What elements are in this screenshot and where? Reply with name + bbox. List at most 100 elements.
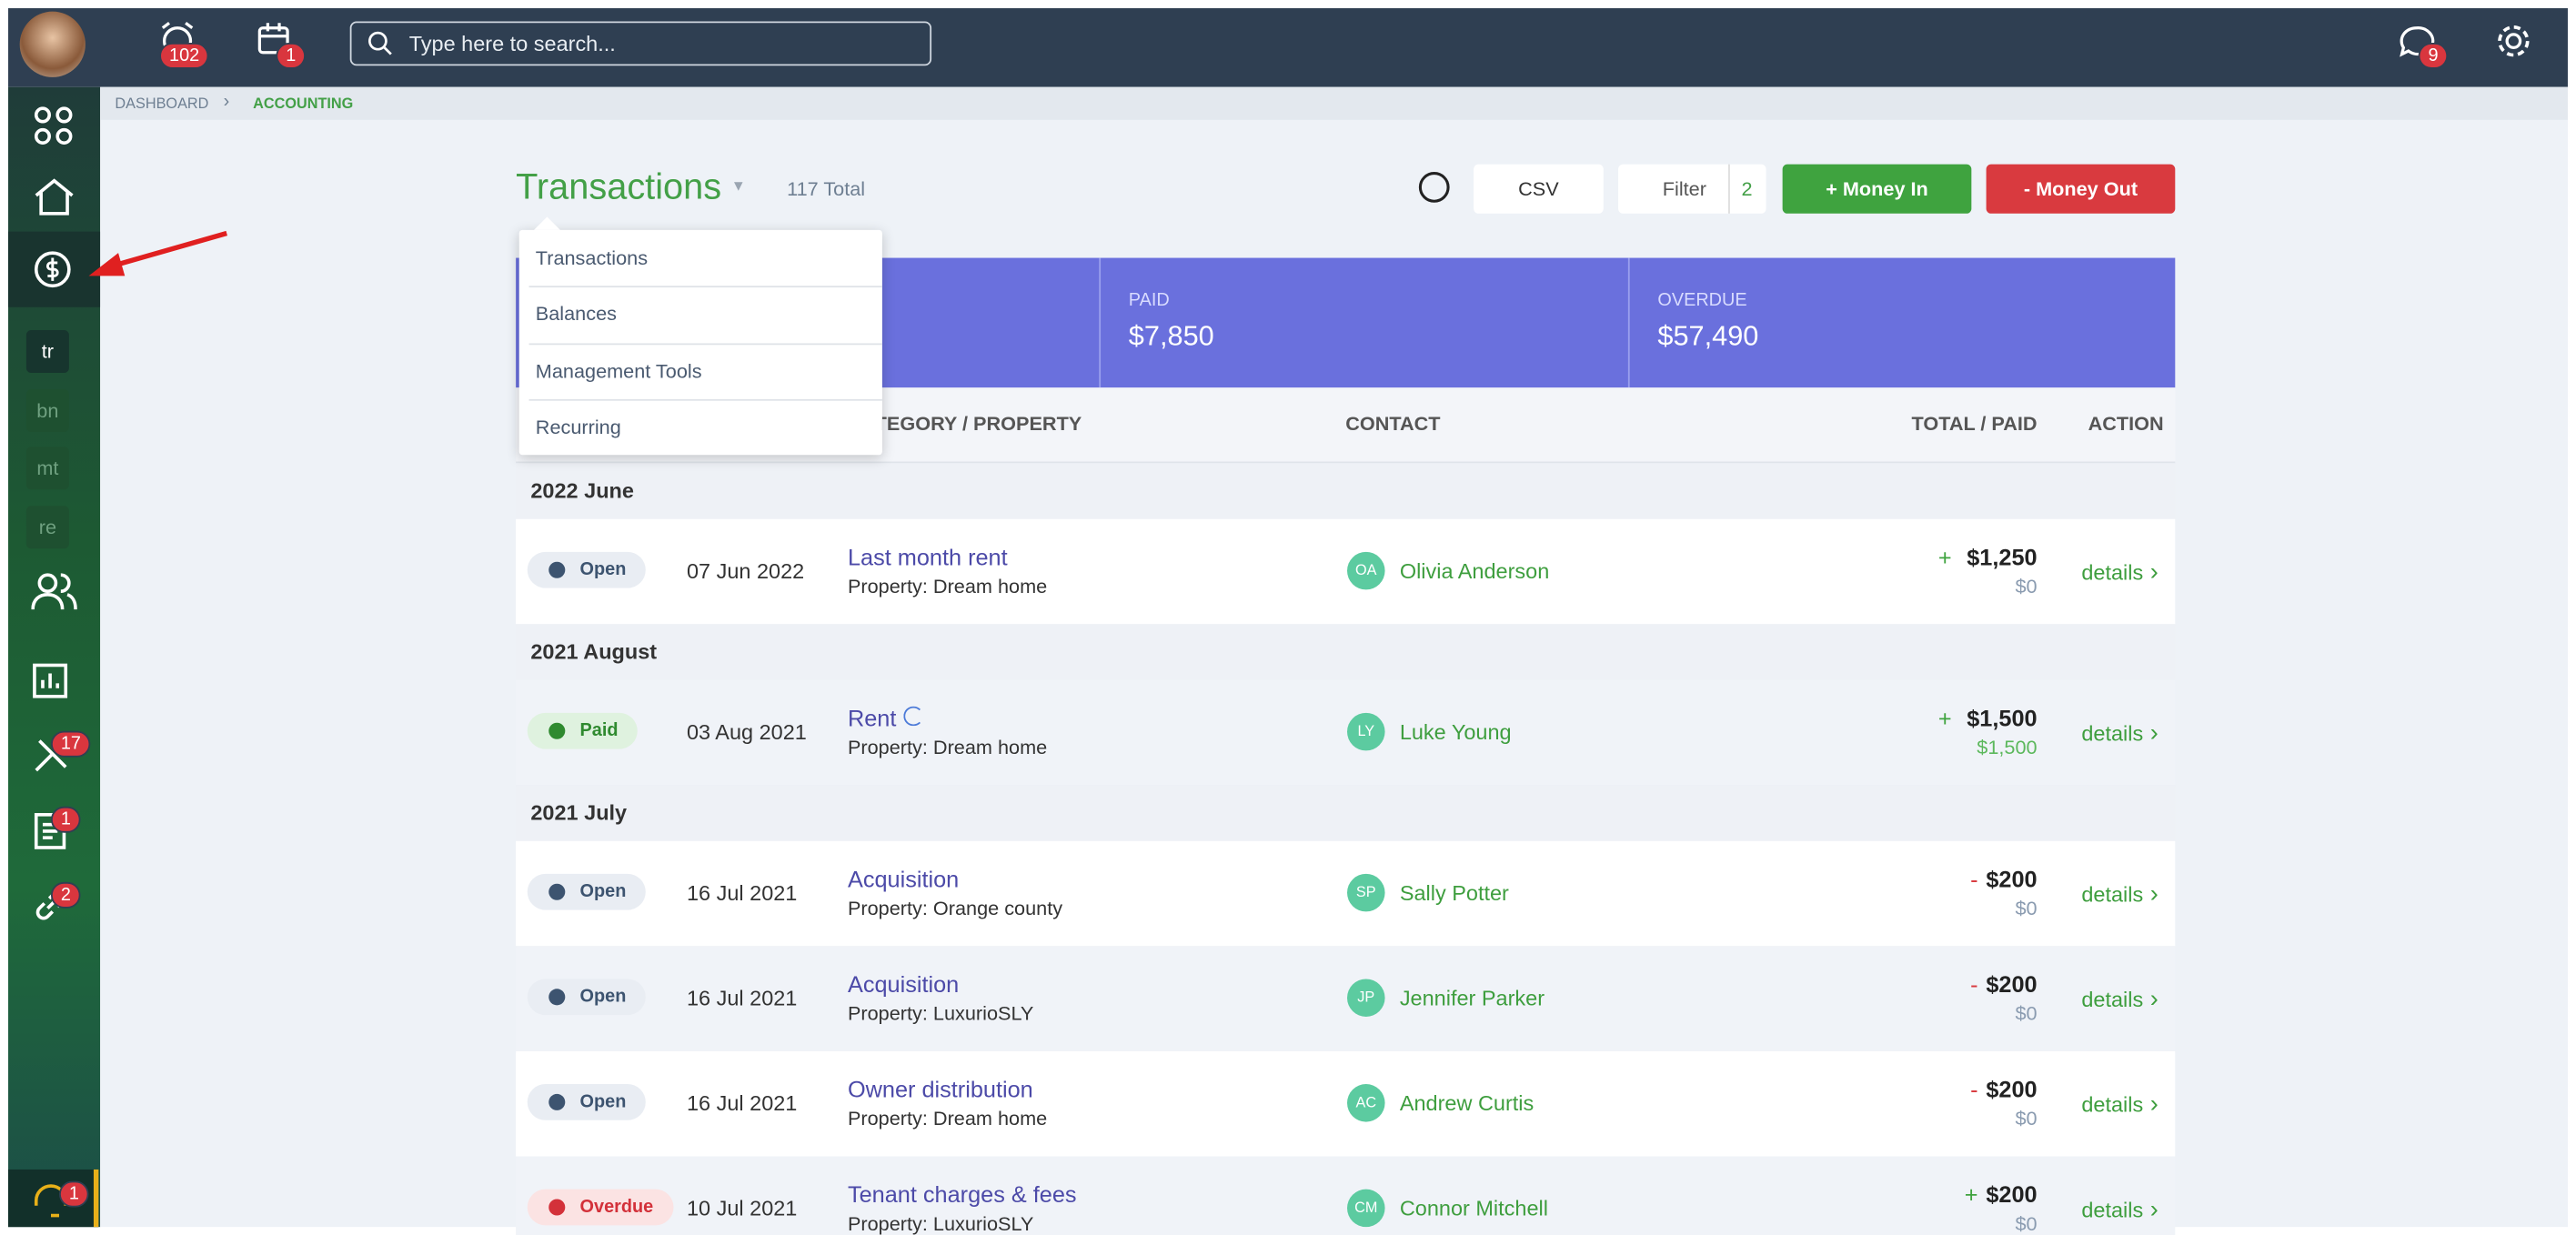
dropdown-menu: Transactions Balances Management Tools Recu… [518,229,882,456]
total: $1,250 [1967,543,2038,570]
property: Property: Dream home [847,575,1048,598]
date: 16 Jul 2021 [686,985,798,1010]
sidebar-subitem: mt [25,447,69,490]
breadcrumb-current: ACCOUNTING [253,95,354,112]
contact-link[interactable]: Andrew Curtis [1399,1090,1535,1116]
sidebar-subitem: tr [25,330,69,373]
total-count: 117 Total [787,177,866,201]
badge: 1 [59,1180,89,1208]
status-pill: Open [527,551,647,588]
group-header [516,624,2176,680]
transaction-link[interactable]: Tenant charges & fees [847,1180,1077,1208]
contact-link[interactable]: Olivia Anderson [1399,558,1550,584]
date: 03 Aug 2021 [686,719,807,745]
table-row [516,946,2176,1053]
summary-value: $7,850 [1128,320,1214,352]
group-label: 2021 August [530,638,658,664]
group-header [516,463,2176,519]
amount-sign: - [1970,1076,1978,1102]
contact-link[interactable]: Luke Young [1399,719,1512,745]
home-icon[interactable] [31,176,77,218]
property: Property: Dream home [847,1107,1048,1130]
filter-button[interactable]: Filter 2 [1618,164,1766,214]
sidebar-subitem: bn [25,388,69,432]
table-row [516,679,2176,788]
group-label: 2022 June [530,477,634,503]
property: Property: Orange county [847,897,1063,920]
settings-icon[interactable] [2495,23,2531,59]
date: 16 Jul 2021 [686,880,798,906]
search-button[interactable] [1418,172,1450,203]
paid: $1,500 [1977,736,2038,759]
paid: $0 [2015,1107,2038,1130]
contact-link[interactable]: Sally Potter [1399,880,1509,906]
transaction-link[interactable]: Acquisition [847,865,960,892]
people-icon[interactable] [31,570,77,613]
page-title: Transactions [516,166,722,207]
status-pill: Paid [527,712,639,749]
transaction-link[interactable]: Rent [847,704,897,731]
total: $200 [1986,865,2038,892]
filter-count: 2 [1728,164,1753,214]
amount-sign: + [1964,1180,1978,1208]
reports-icon[interactable] [31,662,70,701]
accounting-icon[interactable] [31,248,74,291]
dropdown-arrow [533,216,560,230]
amount-sign: + [1937,543,1952,570]
calendar-icon[interactable] [257,21,293,57]
paid: $0 [2015,575,2038,598]
dropdown-item[interactable]: Balances [535,302,617,326]
dropdown-item[interactable]: Transactions [535,246,649,270]
apps-icon[interactable] [31,104,77,150]
property: Property: LuxurioSLY [847,1001,1034,1026]
summary-divider [1627,257,1630,388]
amount-sign: + [1937,704,1952,731]
csv-button[interactable]: CSV [1474,164,1604,214]
title-caret: ▼ [730,177,746,195]
transaction-link[interactable]: Last month rent [847,543,1008,570]
contact-avatar: SP [1347,873,1385,912]
money-out-button[interactable]: - Money Out [1986,164,2176,214]
recurring-icon [903,706,924,727]
badge: 102 [159,42,210,69]
top-bar: 102 1 Type here to search... 9 [8,8,2568,87]
money-in-button[interactable]: + Money In [1782,164,1972,214]
date: 07 Jun 2022 [686,558,805,584]
contact-avatar: CM [1347,1189,1385,1228]
group-label: 2021 July [530,799,628,825]
contact-link[interactable]: Jennifer Parker [1399,985,1545,1010]
chat-icon[interactable] [2397,23,2436,62]
column-header: CATEGORY / PROPERTY [847,412,1082,436]
details-link[interactable]: details [2081,880,2158,909]
amount-sign: - [1970,865,1978,892]
column-header: ACTION [2088,412,2164,436]
dropdown-divider [528,398,882,401]
red-arrow [88,230,227,276]
summary-divider [1099,257,1102,388]
details-link[interactable]: details [2081,1090,2158,1119]
breadcrumb-link[interactable]: DASHBOARD [115,95,209,112]
group-header [516,785,2176,841]
dropdown-item[interactable]: Recurring [535,415,621,439]
details-link[interactable]: details [2081,558,2158,587]
details-link[interactable]: details [2081,1196,2158,1224]
transaction-link[interactable]: Owner distribution [847,1076,1033,1102]
badge: 2 [50,881,81,909]
transaction-link[interactable]: Acquisition [847,970,960,998]
column-header: CONTACT [1345,412,1441,436]
paid: $0 [2015,897,2038,920]
dropdown-item[interactable]: Management Tools [535,358,702,383]
property: Property: LuxurioSLY [847,1211,1034,1235]
details-link[interactable]: details [2081,986,2158,1014]
details-link[interactable]: details [2081,719,2158,748]
search-box[interactable]: Type here to search... [349,21,932,66]
total: $1,500 [1967,704,2038,731]
summary-label: PAID [1128,290,1170,311]
avatar[interactable] [19,11,86,77]
badge: 17 [50,730,91,758]
contact-avatar: AC [1347,1084,1385,1122]
status-pill: Open [527,1084,647,1120]
contact-link[interactable]: Connor Mitchell [1399,1195,1548,1220]
